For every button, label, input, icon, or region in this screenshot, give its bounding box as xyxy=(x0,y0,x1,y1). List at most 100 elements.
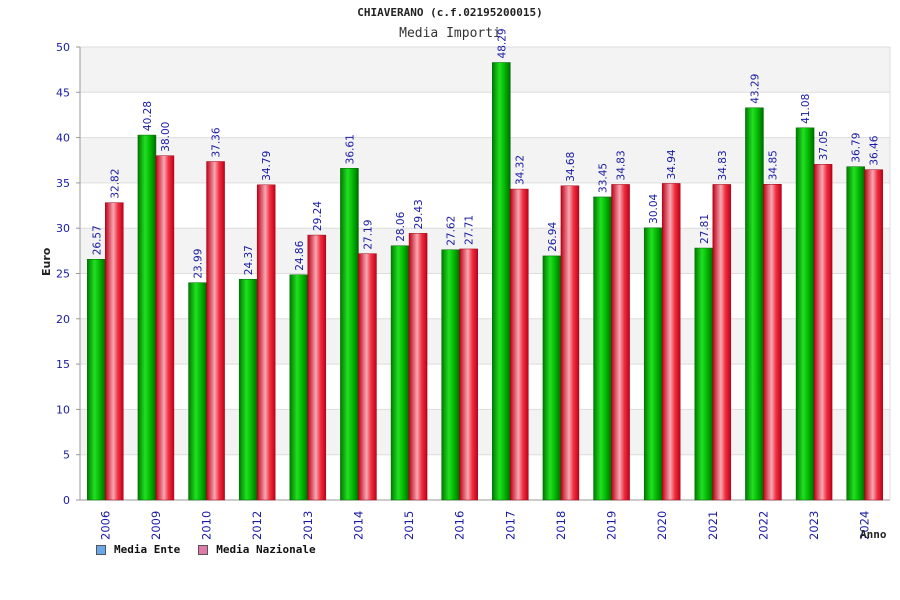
bar-media-nazionale xyxy=(155,155,175,501)
x-tick-label: 2021 xyxy=(706,511,720,540)
data-label: 27.81 xyxy=(699,214,711,244)
legend-item-nazionale: Media Nazionale xyxy=(198,543,316,556)
x-tick-label: 2015 xyxy=(402,511,416,540)
bar-media-nazionale xyxy=(661,183,681,501)
data-label: 37.05 xyxy=(818,130,830,160)
bar-media-ente xyxy=(795,127,815,501)
legend-label-nazionale: Media Nazionale xyxy=(216,543,316,556)
bar-media-nazionale xyxy=(864,169,883,501)
x-tick-label: 2016 xyxy=(453,511,467,540)
x-tick-label: 2009 xyxy=(149,511,163,540)
bar-media-nazionale xyxy=(560,185,580,501)
x-tick-label: 2012 xyxy=(250,511,264,540)
data-label: 36.46 xyxy=(869,135,881,165)
bar-media-ente xyxy=(289,274,309,501)
bar-media-ente xyxy=(846,166,865,501)
bar-media-ente xyxy=(390,245,410,501)
data-label: 27.19 xyxy=(362,220,374,250)
x-tick-label: 2020 xyxy=(655,511,669,540)
y-tick-label: 45 xyxy=(56,86,70,99)
data-label: 27.71 xyxy=(464,215,476,245)
y-tick-label: 10 xyxy=(56,403,70,416)
x-tick-label: 2014 xyxy=(351,511,365,540)
legend: Media Ente Media Nazionale xyxy=(96,543,316,556)
bar-media-ente xyxy=(542,255,562,501)
data-label: 24.86 xyxy=(294,240,306,270)
legend-swatch-ente xyxy=(96,544,106,555)
y-tick-label: 0 xyxy=(63,494,70,507)
bar-media-nazionale xyxy=(358,253,377,501)
bar-media-ente xyxy=(441,249,460,501)
x-tick-label: 2013 xyxy=(301,511,315,540)
data-label: 41.08 xyxy=(800,94,812,124)
data-label: 32.82 xyxy=(109,169,121,199)
bar-media-ente xyxy=(340,168,359,501)
bar-media-nazionale xyxy=(105,202,124,501)
data-label: 38.00 xyxy=(160,122,172,152)
x-tick-label: 2006 xyxy=(98,511,112,540)
data-label: 30.04 xyxy=(648,193,660,223)
y-tick-label: 20 xyxy=(56,313,70,326)
data-label: 36.79 xyxy=(851,133,863,163)
data-label: 43.29 xyxy=(749,74,761,104)
y-tick-label: 25 xyxy=(56,268,70,281)
legend-item-ente: Media Ente xyxy=(96,543,180,556)
legend-swatch-nazionale xyxy=(198,544,209,555)
y-tick-label: 35 xyxy=(56,177,70,190)
bar-media-ente xyxy=(643,227,663,501)
y-tick-label: 40 xyxy=(56,132,70,145)
data-label: 34.85 xyxy=(767,150,779,180)
y-axis-label: Euro xyxy=(40,247,53,276)
bar-media-ente xyxy=(694,247,714,501)
x-tick-label: 2019 xyxy=(605,511,619,540)
bar-media-nazionale xyxy=(459,248,478,501)
data-label: 29.24 xyxy=(312,201,324,231)
grid-band xyxy=(80,92,890,138)
x-tick-label: 2017 xyxy=(503,511,517,540)
legend-label-ente: Media Ente xyxy=(114,543,181,556)
data-label: 29.43 xyxy=(413,199,425,229)
data-label: 34.83 xyxy=(616,150,628,180)
data-label: 26.94 xyxy=(547,222,559,252)
bar-media-ente xyxy=(492,62,511,501)
bar-media-nazionale xyxy=(256,184,276,501)
x-tick-label: 2018 xyxy=(554,511,568,540)
x-tick-label: 2022 xyxy=(756,511,770,540)
y-tick-label: 30 xyxy=(56,222,70,235)
data-label: 40.28 xyxy=(142,101,154,131)
bar-media-ente xyxy=(238,278,258,501)
bar-media-nazionale xyxy=(813,164,833,501)
x-axis-label: Anno xyxy=(860,528,887,541)
data-label: 34.83 xyxy=(717,150,729,180)
x-tick-label: 2024 xyxy=(858,511,872,540)
bar-media-ente xyxy=(188,282,207,501)
data-label: 27.62 xyxy=(446,216,458,246)
bar-media-nazionale xyxy=(712,184,732,501)
data-label: 33.45 xyxy=(598,163,610,193)
bar-media-nazionale xyxy=(510,188,529,501)
data-label: 34.32 xyxy=(514,155,526,185)
bar-media-nazionale xyxy=(408,233,428,501)
x-tick-label: 2010 xyxy=(200,511,214,540)
data-label: 26.57 xyxy=(91,225,103,255)
y-tick-label: 50 xyxy=(56,41,70,54)
data-label: 34.94 xyxy=(666,149,678,179)
chart-subtitle: Media Importi xyxy=(399,26,501,41)
data-label: 34.68 xyxy=(565,152,577,182)
data-label: 37.36 xyxy=(211,127,223,157)
grid-band xyxy=(80,47,890,93)
bar-media-ente xyxy=(87,259,106,501)
y-tick-label: 5 xyxy=(63,449,70,462)
data-label: 34.79 xyxy=(261,151,273,181)
bar-media-nazionale xyxy=(206,161,225,501)
data-label: 23.99 xyxy=(193,249,205,279)
data-label: 24.37 xyxy=(243,245,255,275)
bar-media-nazionale xyxy=(611,184,630,501)
bar-media-ente xyxy=(745,107,764,501)
data-label: 28.06 xyxy=(395,211,407,241)
bar-media-nazionale xyxy=(763,184,782,501)
y-tick-label: 15 xyxy=(56,358,70,371)
bar-media-ente xyxy=(137,134,157,501)
